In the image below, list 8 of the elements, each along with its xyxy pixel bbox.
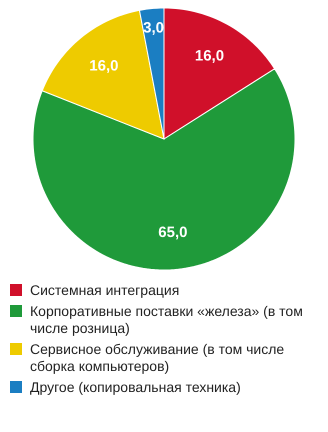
legend-label: Другое (копировальная техника) [30, 379, 241, 396]
data-label: 16,0 [89, 57, 118, 74]
legend-label: Корпоративные поставки «железа» (в том числе розница) [30, 303, 304, 337]
data-label: 65,0 [158, 224, 188, 242]
data-label: 3,0 [143, 19, 164, 36]
legend-label: Сервисное обслуживание (в том числе сборка компьютеров) [30, 341, 286, 375]
data-label: 16,0 [194, 47, 224, 64]
legend-label: Системная интеграция [30, 282, 180, 299]
